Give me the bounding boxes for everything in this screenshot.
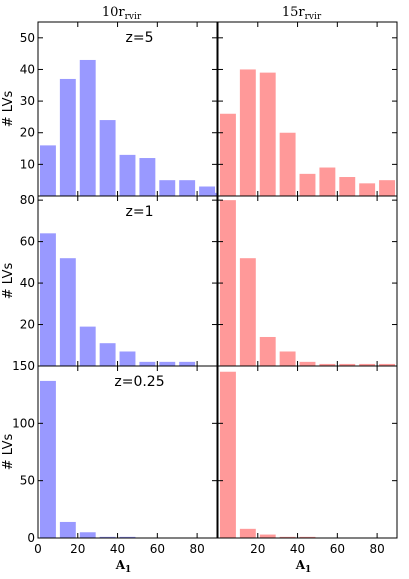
ytick-label-row2: 100 [12, 416, 35, 430]
ytick-label-row2: 50 [20, 474, 35, 488]
bar-row0-col1-bin5 [319, 167, 336, 196]
xlabel-col0: A1 [115, 558, 132, 575]
text-layer: 10 20 30 40 50 # LVs z=5 20 40 60 80 # LVs z=1 0 50 100… [1, 5, 385, 575]
ytick-label-row1: 40 [20, 276, 35, 290]
bar-row0-col0-bin5 [139, 158, 156, 196]
panel-frame-row2-col1 [217, 365, 398, 539]
ylabel-row2: # LVs [1, 434, 16, 471]
bar-row0-col1-bin7 [359, 183, 376, 196]
ytick-label-row1: 60 [20, 235, 35, 249]
frames-layer [37, 21, 398, 539]
bar-row1-col1-bin7 [359, 363, 376, 366]
bar-row0-col0-extra [206, 192, 217, 196]
xtick-label-col1: 20 [250, 542, 265, 556]
bar-row1-col0-bin1 [59, 258, 76, 366]
bar-row0-col1-bin3 [279, 132, 296, 196]
bar-row1-col1-bin6 [339, 363, 356, 366]
ytick-label-row1: 80 [20, 193, 35, 207]
bar-row1-col0-bin2 [79, 326, 96, 366]
bar-row0-col0-bin2 [79, 59, 96, 197]
bar-row2-col1-bin3 [279, 536, 296, 538]
bar-row1-col0-bin3 [99, 343, 116, 366]
xtick-label-col0: 0 [34, 542, 42, 556]
bar-row1-col1-bin4 [299, 361, 316, 366]
xtick-label-col0: 20 [70, 542, 85, 556]
bar-row1-col0-bin7 [179, 361, 196, 366]
bar-row1-col1-bin8 [379, 363, 396, 366]
bar-row0-col0-bin3 [99, 120, 116, 196]
bar-row1-col1-bin0 [219, 200, 236, 366]
bar-row1-col1-bin1 [239, 258, 256, 366]
xtick-label-col1: 80 [369, 542, 384, 556]
bar-row0-col0-bin7 [179, 180, 196, 196]
bar-row1-col0-bin4 [119, 351, 136, 366]
bar-row2-col0-bin3 [99, 536, 116, 538]
bar-row1-col1-bin2 [259, 336, 276, 366]
ytick-label-row0: 50 [20, 31, 35, 45]
redshift-annotation-row2: z=0.25 [114, 374, 164, 390]
bar-row2-col0-bin2 [79, 532, 96, 538]
bar-row0-col0-bin6 [159, 180, 176, 196]
bar-row2-col0-bin0 [39, 380, 56, 538]
bar-row0-col1-bin4 [299, 173, 316, 196]
ylabel-row0: # LVs [1, 91, 16, 128]
ytick-label-row0: 40 [20, 62, 35, 76]
redshift-annotation-row1: z=1 [126, 204, 154, 220]
bar-row2-col0-bin4 [119, 536, 136, 538]
xtick-label-col0: 40 [110, 542, 125, 556]
bar-row2-col1-bin1 [239, 528, 256, 538]
xlabel-col1: A1 [295, 558, 312, 575]
panel-frame-row2-col0 [37, 365, 218, 539]
bar-row1-col1-bin3 [279, 351, 296, 366]
bar-row0-col0-bin8 [199, 186, 216, 196]
bar-row1-col0-bin6 [159, 361, 176, 366]
bar-row2-col1-bin4 [299, 536, 316, 538]
bar-row1-col0-bin5 [139, 361, 156, 366]
ytick-label-row0: 20 [20, 126, 35, 140]
bar-row0-col0-bin0 [39, 145, 56, 196]
bar-row0-col1-bin8 [379, 180, 396, 196]
bar-row0-col1-bin1 [239, 69, 256, 196]
ytick-label-row2: 150 [12, 359, 35, 373]
xtick-label-col1: 40 [290, 542, 305, 556]
ytick-label-row2: 0 [27, 531, 35, 545]
bar-row2-col0-bin1 [59, 521, 76, 538]
bars-layer [39, 59, 396, 538]
ytick-label-row1: 20 [20, 318, 35, 332]
ytick-label-row0: 10 [20, 157, 35, 171]
xtick-label-col1: 60 [330, 542, 345, 556]
bar-row0-col0-bin4 [119, 154, 136, 196]
bar-row0-col1-bin2 [259, 72, 276, 196]
bar-row0-col1-bin6 [339, 177, 356, 196]
xtick-label-col0: 80 [189, 542, 204, 556]
bar-row1-col1-bin5 [319, 363, 336, 366]
column-title-1: 15rrvir [282, 5, 322, 22]
bar-row1-col0-bin0 [39, 233, 56, 366]
bar-row0-col0-bin1 [59, 78, 76, 196]
column-title-0: 10rrvir [102, 5, 142, 22]
bar-row0-col1-bin0 [219, 113, 236, 196]
ylabel-row1: # LVs [1, 263, 16, 300]
redshift-annotation-row0: z=5 [126, 30, 154, 46]
bar-row2-col1-bin2 [259, 534, 276, 538]
ytick-label-row0: 30 [20, 94, 35, 108]
xtick-label-col0: 60 [150, 542, 165, 556]
bar-row2-col1-bin0 [219, 371, 236, 538]
